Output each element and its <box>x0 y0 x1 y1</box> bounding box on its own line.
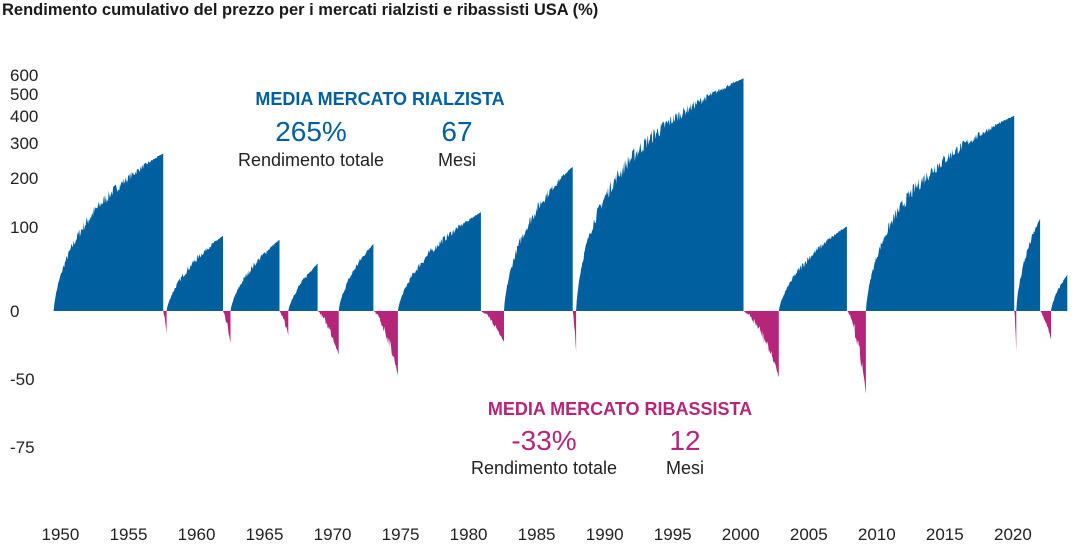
x-tick-label: 1965 <box>246 525 284 544</box>
x-tick-label: 1960 <box>178 525 216 544</box>
bull-market-area-16 <box>778 226 847 311</box>
y-tick-label: 200 <box>10 169 38 188</box>
x-tick-label: 2020 <box>994 525 1032 544</box>
bull-return-label: Rendimento totale <box>238 150 384 170</box>
x-tick-label: 1975 <box>382 525 420 544</box>
bull-market-area-2 <box>166 235 223 311</box>
x-tick-label: 2005 <box>790 525 828 544</box>
chart-areas <box>53 78 1068 394</box>
x-tick-label: 2010 <box>858 525 896 544</box>
bear-market-area-21 <box>1040 311 1051 340</box>
bear-market-area-3 <box>223 311 231 344</box>
bear-months-label: Mesi <box>666 458 704 478</box>
x-tick-label: 1980 <box>450 525 488 544</box>
bull-months-label: Mesi <box>438 150 476 170</box>
x-tick-label: 2000 <box>722 525 760 544</box>
y-tick-label: -50 <box>10 370 35 389</box>
bear-market-area-17 <box>846 311 866 394</box>
x-tick-label: 1955 <box>110 525 148 544</box>
bear-market-area-13 <box>572 311 577 352</box>
bear-market-area-19 <box>1014 311 1017 352</box>
x-tick-label: 1990 <box>586 525 624 544</box>
y-tick-label: 400 <box>10 107 38 126</box>
bear-market-area-11 <box>480 311 504 342</box>
x-tick-label: 1985 <box>518 525 556 544</box>
y-tick-label: -75 <box>10 438 35 457</box>
bear-market-area-9 <box>373 311 398 376</box>
bear-market-area-7 <box>317 311 339 355</box>
y-tick-label: 500 <box>10 85 38 104</box>
y-tick-label: 600 <box>10 66 38 85</box>
bull-market-area-22 <box>1051 274 1068 311</box>
bull-market-area-6 <box>288 263 318 311</box>
bull-market-area-4 <box>230 239 280 311</box>
x-tick-label: 1995 <box>654 525 692 544</box>
bull-market-area-18 <box>865 115 1015 311</box>
bear-annotation: MEDIA MERCATO RIBASSISTA -33% Rendimento… <box>471 399 752 478</box>
bull-return-value: 265% <box>275 116 347 147</box>
bull-market-area-12 <box>504 166 573 311</box>
y-tick-label: 300 <box>10 134 38 153</box>
x-tick-label: 2015 <box>926 525 964 544</box>
x-tick-label: 1970 <box>314 525 352 544</box>
chart-title: Rendimento cumulativo del prezzo per i m… <box>2 1 599 19</box>
bull-market-area-20 <box>1016 218 1041 311</box>
bear-return-value: -33% <box>511 425 576 456</box>
bull-market-area-0 <box>53 153 164 311</box>
x-tick-label: 1950 <box>41 525 79 544</box>
bull-annotation-heading: MEDIA MERCATO RIALZISTA <box>255 89 504 109</box>
y-tick-label: 0 <box>10 302 19 321</box>
bull-market-area-10 <box>397 212 481 311</box>
bear-market-area-1 <box>163 311 167 335</box>
x-axis-ticks: 1950 1955 1960 1965 1970 1975 1980 1985 1990 1995… <box>41 525 1031 544</box>
bear-market-area-15 <box>743 311 779 378</box>
bull-market-area-8 <box>338 243 374 311</box>
bear-market-area-5 <box>279 311 289 336</box>
bear-months-value: 12 <box>669 425 700 456</box>
bear-annotation-heading: MEDIA MERCATO RIBASSISTA <box>488 399 752 419</box>
bull-annotation: MEDIA MERCATO RIALZISTA 265% Rendimento … <box>238 89 505 170</box>
bear-return-label: Rendimento totale <box>471 458 617 478</box>
y-tick-label: 100 <box>10 218 38 237</box>
bull-market-area-14 <box>576 78 744 311</box>
bull-months-value: 67 <box>441 116 472 147</box>
